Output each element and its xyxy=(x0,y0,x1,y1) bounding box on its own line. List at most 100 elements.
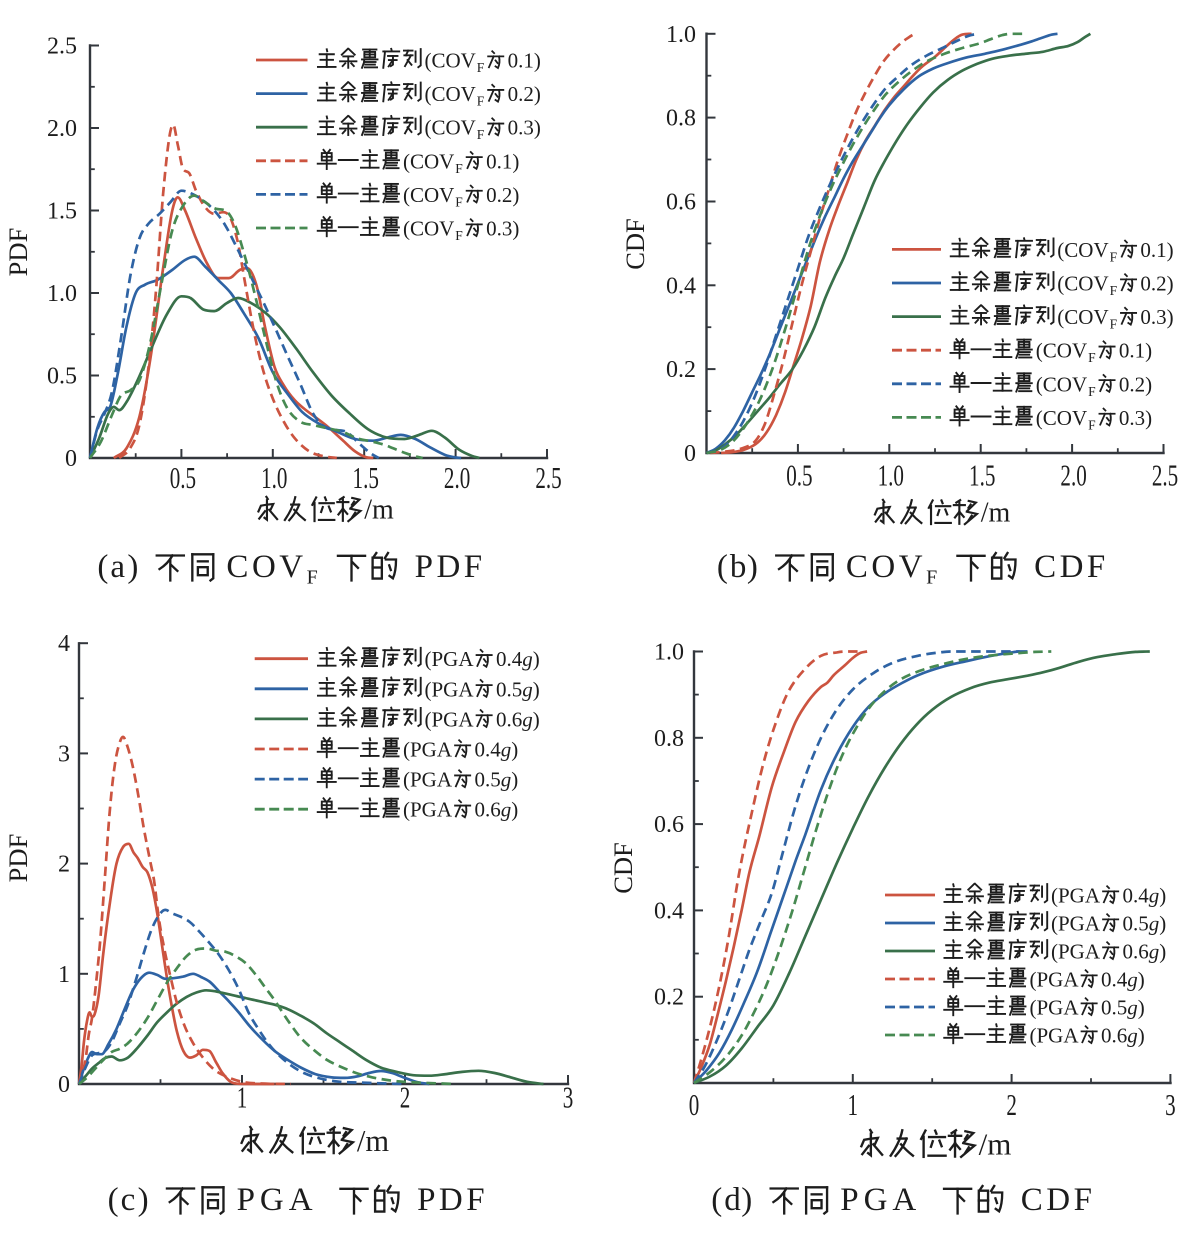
svg-text:(: ( xyxy=(97,549,108,585)
svg-text:g: g xyxy=(1149,940,1160,964)
svg-text:(COV: (COV xyxy=(1036,406,1087,430)
svg-text:g: g xyxy=(501,798,512,822)
svg-text:F: F xyxy=(1087,549,1105,585)
svg-text:0.1): 0.1) xyxy=(486,149,519,173)
svg-text:V: V xyxy=(279,549,303,585)
svg-text:(PGA: (PGA xyxy=(425,707,475,731)
svg-text:0.4: 0.4 xyxy=(496,647,523,671)
svg-text:0.5: 0.5 xyxy=(1101,996,1127,1020)
svg-text:0.4: 0.4 xyxy=(1101,968,1128,992)
svg-text:0.2: 0.2 xyxy=(666,357,696,383)
svg-text:3: 3 xyxy=(563,1079,574,1114)
svg-text:0.1): 0.1) xyxy=(1119,339,1152,363)
svg-text:F: F xyxy=(455,161,463,176)
svg-text:(PGA: (PGA xyxy=(1051,884,1101,908)
svg-text:1.5: 1.5 xyxy=(969,457,995,492)
svg-text:2.5: 2.5 xyxy=(535,460,561,495)
svg-text:0.3): 0.3) xyxy=(486,217,519,241)
svg-text:(PGA: (PGA xyxy=(403,738,453,762)
svg-text:a: a xyxy=(110,549,125,585)
svg-text:d: d xyxy=(724,1182,741,1218)
svg-text:): ) xyxy=(741,1182,752,1218)
svg-text:(COV: (COV xyxy=(1057,305,1108,329)
svg-text:0.8: 0.8 xyxy=(666,106,696,132)
svg-text:0.2: 0.2 xyxy=(654,985,684,1011)
svg-text:2: 2 xyxy=(400,1079,411,1114)
svg-text:0.2): 0.2) xyxy=(486,183,519,207)
svg-text:): ) xyxy=(1159,884,1166,908)
svg-text:O: O xyxy=(871,549,895,585)
svg-text:b: b xyxy=(730,549,747,585)
svg-text:F: F xyxy=(455,228,463,243)
svg-text:D: D xyxy=(437,549,461,585)
svg-text:c: c xyxy=(121,1182,136,1218)
svg-text:0.3): 0.3) xyxy=(1140,305,1173,329)
svg-text:(COV: (COV xyxy=(425,49,476,73)
svg-text:(PGA: (PGA xyxy=(425,647,475,671)
svg-text:): ) xyxy=(533,707,540,731)
svg-text:(COV: (COV xyxy=(425,82,476,106)
svg-text:): ) xyxy=(1138,996,1145,1020)
svg-text:): ) xyxy=(1159,912,1166,936)
svg-text:0: 0 xyxy=(58,1072,70,1098)
svg-text:0.4: 0.4 xyxy=(475,738,502,762)
svg-text:0.6: 0.6 xyxy=(496,707,522,731)
svg-text:0.2): 0.2) xyxy=(1140,272,1173,296)
svg-text:F: F xyxy=(477,60,485,75)
svg-text:(COV: (COV xyxy=(425,116,476,140)
svg-text:g: g xyxy=(522,647,533,671)
svg-text:0.4: 0.4 xyxy=(654,898,684,924)
svg-text:F: F xyxy=(307,567,318,589)
svg-text:(PGA: (PGA xyxy=(1051,912,1101,936)
svg-text:O: O xyxy=(252,549,276,585)
svg-text:/m: /m xyxy=(981,498,1011,529)
svg-text:0.2): 0.2) xyxy=(1119,372,1152,396)
svg-text:G: G xyxy=(260,1182,284,1218)
svg-text:F: F xyxy=(1110,283,1118,298)
svg-text:g: g xyxy=(1127,1024,1138,1048)
svg-text:2: 2 xyxy=(58,852,70,878)
svg-text:1.5: 1.5 xyxy=(47,199,77,225)
svg-text:0.6: 0.6 xyxy=(1123,940,1149,964)
svg-text:F: F xyxy=(926,567,937,589)
svg-text:(COV: (COV xyxy=(1036,372,1087,396)
svg-text:): ) xyxy=(511,768,518,792)
svg-text:0.6: 0.6 xyxy=(1101,1024,1127,1048)
svg-text:(COV: (COV xyxy=(403,149,454,173)
svg-text:CDF: CDF xyxy=(608,842,638,894)
svg-text:C: C xyxy=(226,549,248,585)
svg-text:2.0: 2.0 xyxy=(47,116,77,142)
svg-text:F: F xyxy=(466,1182,484,1218)
svg-text:A: A xyxy=(892,1182,916,1218)
svg-text:0: 0 xyxy=(65,446,77,472)
svg-text:): ) xyxy=(1159,940,1166,964)
svg-text:P: P xyxy=(840,1182,858,1218)
svg-text:g: g xyxy=(501,738,512,762)
svg-text:1.0: 1.0 xyxy=(47,281,77,307)
svg-text:): ) xyxy=(511,798,518,822)
svg-text:(COV: (COV xyxy=(1036,339,1087,363)
svg-text:0.4: 0.4 xyxy=(666,273,696,299)
svg-text:(COV: (COV xyxy=(1057,272,1108,296)
svg-text:0: 0 xyxy=(684,441,696,467)
svg-text:CDF: CDF xyxy=(620,218,650,270)
svg-text:(PGA: (PGA xyxy=(1030,968,1080,992)
svg-text:P: P xyxy=(417,1182,435,1218)
svg-text:/m: /m xyxy=(364,495,394,526)
svg-text:0.3): 0.3) xyxy=(1119,406,1152,430)
svg-text:0.5: 0.5 xyxy=(496,677,522,701)
svg-text:(COV: (COV xyxy=(1057,238,1108,262)
svg-text:C: C xyxy=(1034,549,1056,585)
svg-text:0.1): 0.1) xyxy=(508,49,541,73)
svg-text:2: 2 xyxy=(1006,1087,1017,1122)
svg-text:P: P xyxy=(237,1182,255,1218)
svg-text:0: 0 xyxy=(689,1087,700,1122)
svg-text:P: P xyxy=(415,549,433,585)
svg-text:): ) xyxy=(747,549,758,585)
svg-text:/m: /m xyxy=(979,1127,1012,1162)
svg-text:(: ( xyxy=(711,1182,722,1218)
svg-text:(: ( xyxy=(717,549,728,585)
svg-text:D: D xyxy=(1046,1182,1070,1218)
svg-text:): ) xyxy=(127,549,138,585)
svg-text:F: F xyxy=(1110,317,1118,332)
